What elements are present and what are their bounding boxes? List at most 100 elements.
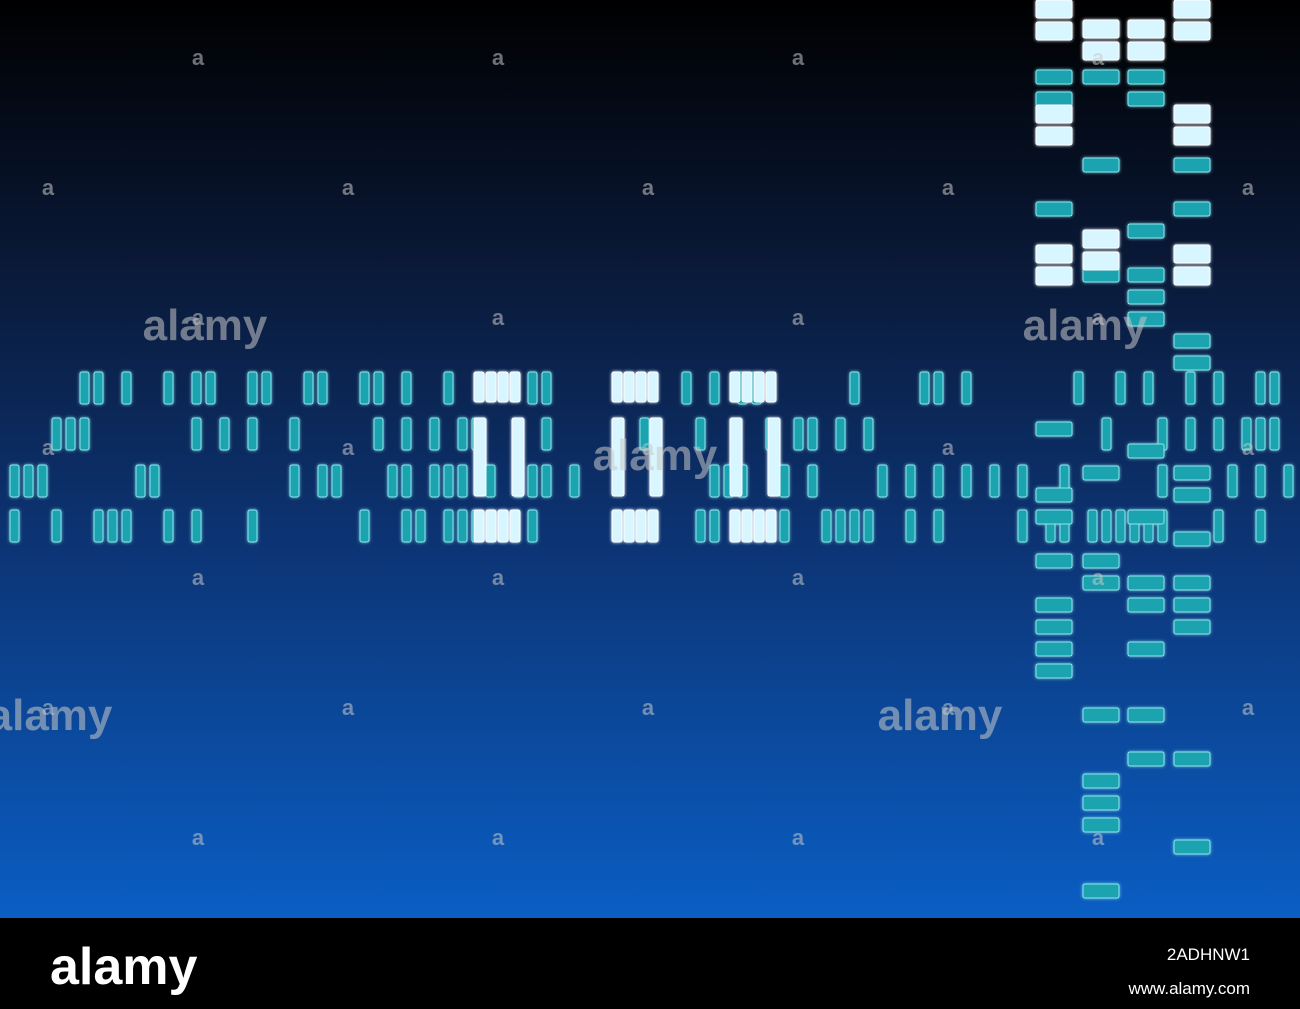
band [1241, 417, 1252, 451]
band [121, 371, 132, 405]
footer-logo: alamy [50, 938, 198, 996]
band [611, 371, 623, 403]
watermark-word: alamy [0, 691, 113, 740]
band [191, 417, 202, 451]
band [457, 464, 468, 498]
band [485, 371, 497, 403]
band [765, 509, 777, 543]
band [1035, 597, 1073, 613]
band [623, 371, 635, 403]
watermark-mark: a [342, 175, 355, 200]
band [753, 371, 765, 403]
band [1173, 597, 1211, 613]
band [191, 371, 202, 405]
band [1035, 91, 1073, 107]
band [1017, 509, 1028, 543]
watermark-mark: a [342, 435, 355, 460]
band [219, 417, 230, 451]
band [933, 371, 944, 405]
watermark-mark: a [792, 45, 805, 70]
band [1035, 421, 1073, 437]
band [1035, 553, 1073, 569]
band [1035, 0, 1073, 19]
band [473, 509, 485, 543]
watermark-mark: a [942, 435, 955, 460]
band [1127, 597, 1165, 613]
band [1087, 509, 1098, 543]
band [247, 509, 258, 543]
band [1082, 553, 1120, 569]
band [387, 464, 398, 498]
band [1269, 417, 1280, 451]
band [443, 464, 454, 498]
gel-bands [9, 0, 1294, 899]
band [443, 371, 454, 405]
band [541, 417, 552, 451]
band [1035, 619, 1073, 635]
band [1101, 509, 1112, 543]
band [821, 509, 832, 543]
band [1035, 126, 1073, 146]
band [1127, 311, 1165, 327]
band [1101, 417, 1112, 451]
band [415, 509, 426, 543]
band [905, 509, 916, 543]
band [863, 417, 874, 451]
band [359, 509, 370, 543]
band [429, 417, 440, 451]
band [1127, 223, 1165, 239]
band [1173, 839, 1211, 855]
band [1255, 464, 1266, 498]
band [1035, 663, 1073, 679]
band [1173, 126, 1211, 146]
band [163, 371, 174, 405]
watermark-mark: a [942, 175, 955, 200]
watermark-mark: a [492, 305, 505, 330]
band [635, 509, 647, 543]
band [709, 464, 720, 498]
band [1127, 751, 1165, 767]
watermark-mark: a [1092, 565, 1105, 590]
band [1082, 251, 1120, 271]
watermark-word: alamy [1023, 301, 1148, 350]
band [849, 509, 860, 543]
footer-bar [0, 918, 1300, 1009]
band [835, 509, 846, 543]
band [1035, 69, 1073, 85]
band [373, 417, 384, 451]
band [205, 371, 216, 405]
band [1127, 509, 1165, 525]
band [289, 417, 300, 451]
band [1127, 443, 1165, 459]
band [541, 371, 552, 405]
band [373, 371, 384, 405]
band [741, 371, 753, 403]
band [1017, 464, 1028, 498]
band [79, 371, 90, 405]
band [635, 371, 647, 403]
band [121, 509, 132, 543]
band [1035, 509, 1073, 525]
band [779, 509, 790, 543]
band [1173, 333, 1211, 349]
watermark-mark: a [642, 175, 655, 200]
band [1173, 487, 1211, 503]
band [835, 417, 846, 451]
band [1173, 104, 1211, 124]
watermark-mark: a [192, 565, 205, 590]
band [107, 509, 118, 543]
band [877, 464, 888, 498]
band [1082, 575, 1120, 591]
band [1082, 795, 1120, 811]
watermark-mark: a [942, 695, 955, 720]
band [765, 371, 777, 403]
band [9, 509, 20, 543]
band [1035, 266, 1073, 286]
band [779, 464, 790, 498]
band [1227, 464, 1238, 498]
band [1127, 267, 1165, 283]
watermark-mark: a [1242, 695, 1255, 720]
band [401, 417, 412, 451]
